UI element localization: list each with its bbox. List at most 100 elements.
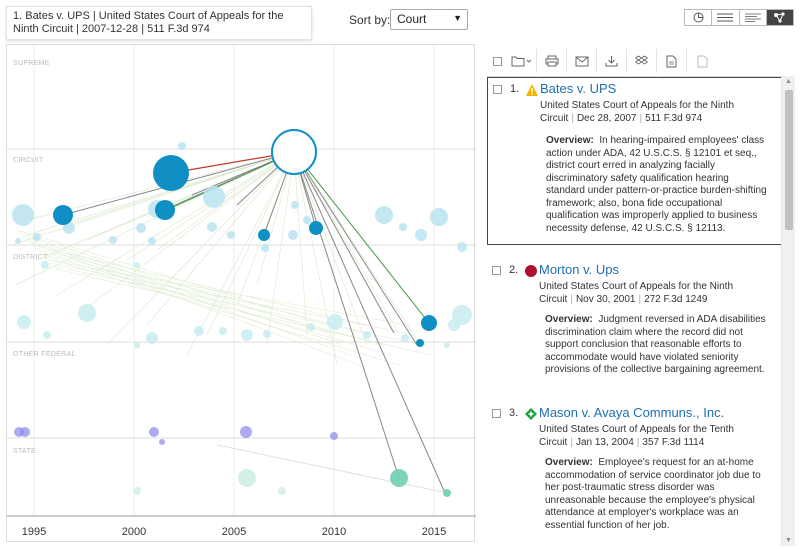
result-number: 1.: [510, 83, 520, 95]
result-checkbox[interactable]: [492, 266, 501, 275]
result-item-3[interactable]: 3. Mason v. Avaya Communs., Inc. United …: [487, 402, 793, 542]
decision-date: Dec 28, 2007: [576, 113, 637, 124]
citation-edge: [26, 151, 295, 236]
sort-select[interactable]: Court ▼: [390, 9, 468, 30]
citation-edge: [46, 259, 408, 326]
network-graph-icon[interactable]: [766, 10, 793, 25]
overview-label: Overview:: [545, 314, 593, 325]
case-node: [148, 237, 156, 245]
detail-list-icon[interactable]: [739, 10, 767, 25]
citation-edge: [256, 151, 295, 286]
case-node: [399, 223, 407, 231]
pie-chart-icon[interactable]: [685, 10, 713, 25]
results-toolbar: [487, 48, 793, 74]
list-icon[interactable]: [712, 10, 740, 25]
case-node: [401, 334, 409, 342]
blank-document-icon[interactable]: [687, 49, 717, 73]
case-node: [134, 342, 140, 348]
case-node: [43, 331, 51, 339]
state-case-node: [149, 427, 159, 437]
case-name-link[interactable]: Bates v. UPS: [540, 81, 617, 96]
case-name-link[interactable]: Morton v. Ups: [539, 262, 619, 277]
cited-case-node: [153, 155, 189, 191]
tier-label-supreme: SUPREME: [13, 60, 50, 67]
citation-edge: [293, 151, 398, 331]
case-node: [303, 216, 311, 224]
result-checkbox[interactable]: [492, 409, 501, 418]
case-node: [219, 327, 227, 335]
result-item-2[interactable]: 2. Morton v. Ups United States Court of …: [487, 259, 793, 389]
case-node: [178, 142, 186, 150]
case-node: [109, 236, 117, 244]
view-toggle: [684, 9, 794, 26]
case-node: [415, 229, 427, 241]
case-node: [63, 222, 75, 234]
scroll-down-icon[interactable]: ▼: [785, 537, 792, 544]
result-meta: United States Court of Appeals for the T…: [539, 424, 734, 448]
case-node: [15, 238, 21, 244]
scroll-up-icon[interactable]: ▲: [785, 78, 792, 85]
print-icon[interactable]: [537, 49, 567, 73]
citation-network-chart[interactable]: SUPREME CIRCUIT DISTRICT OTHER FEDERAL STATE…: [6, 44, 476, 543]
court-name: United States Court of Appeals for the N…: [539, 281, 733, 305]
tier-label-circuit: CIRCUIT: [13, 157, 44, 164]
decision-date: Nov 30, 2001: [575, 294, 636, 305]
warning-triangle-icon: [526, 84, 538, 96]
state-case-node: [159, 439, 165, 445]
select-all-checkbox[interactable]: [487, 49, 507, 73]
state-case-node: [240, 426, 252, 438]
case-name-link[interactable]: Mason v. Avaya Communs., Inc.: [539, 405, 725, 420]
results-scrollbar[interactable]: ▲ ▼: [781, 76, 795, 546]
citation-edge: [66, 151, 295, 226]
case-node: [136, 223, 146, 233]
dropbox-icon[interactable]: [627, 49, 657, 73]
overview-text: Judgment reversed in ADA disabilities di…: [545, 314, 766, 375]
citation-edge: [37, 250, 384, 346]
citation-edge: [293, 151, 338, 366]
case-node: [263, 330, 271, 338]
citation-edge-grey: [293, 151, 446, 494]
citation-edge: [293, 151, 308, 336]
case-node: [134, 262, 140, 268]
result-meta: United States Court of Appeals for the N…: [539, 281, 733, 305]
case-node: [12, 204, 34, 226]
red-stop-icon: [525, 265, 537, 277]
selected-case-tooltip: 1. Bates v. UPS | United States Court of…: [6, 6, 312, 40]
case-node: [430, 208, 448, 226]
sort-label: Sort by:: [349, 13, 391, 27]
x-tick-label: 2010: [322, 526, 346, 538]
result-overview: Overview: Judgment reversed in ADA disab…: [545, 314, 767, 377]
case-node: [288, 230, 298, 240]
result-item-1[interactable]: 1. Bates v. UPS United States Court of A…: [487, 77, 793, 245]
document-icon[interactable]: [657, 49, 687, 73]
x-tick-label: 1995: [22, 526, 46, 538]
tier-label-state: STATE: [13, 448, 36, 455]
chart-svg[interactable]: SUPREME CIRCUIT DISTRICT OTHER FEDERAL STATE…: [7, 45, 476, 543]
case-node: [78, 304, 96, 322]
cited-case-node: [258, 229, 270, 241]
citation-edge: [106, 151, 295, 346]
citation-edge: [16, 229, 328, 326]
folder-icon[interactable]: [507, 49, 537, 73]
scrollbar-thumb[interactable]: [785, 90, 793, 230]
citation-edge: [52, 265, 424, 346]
download-icon[interactable]: [597, 49, 627, 73]
tier-label-district: DISTRICT: [13, 254, 48, 261]
citation-edge: [293, 151, 368, 346]
case-node: [203, 186, 225, 208]
citation-edge: [49, 262, 416, 336]
email-icon[interactable]: [567, 49, 597, 73]
case-node: [291, 201, 299, 209]
green-diamond-icon: [525, 408, 537, 420]
cited-case-node: [416, 339, 424, 347]
citation-edge: [25, 238, 352, 356]
sort-select-value: Court: [397, 12, 427, 26]
citation-edge: [40, 253, 392, 356]
case-node: [33, 233, 41, 241]
result-meta: United States Court of Appeals for the N…: [540, 100, 734, 124]
decision-date: Jan 13, 2004: [575, 437, 634, 448]
citation-edge: [156, 151, 295, 251]
selected-case-title: 1. Bates v. UPS | United States Court of…: [13, 10, 284, 35]
result-checkbox[interactable]: [493, 85, 502, 94]
state-case-node: [133, 487, 141, 495]
